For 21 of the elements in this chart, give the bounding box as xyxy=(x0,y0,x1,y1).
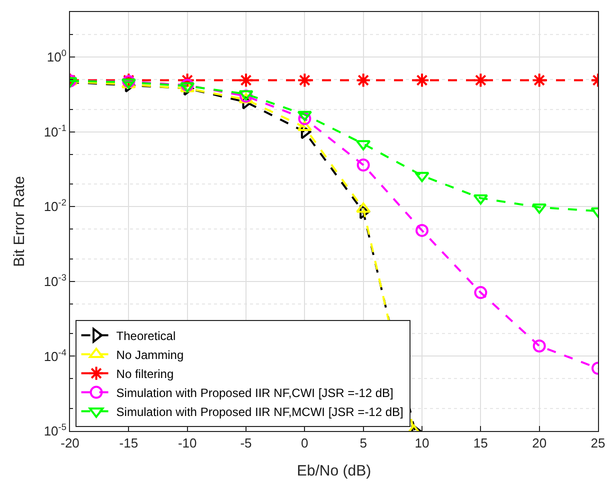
y-tick-label: 10$^{-1}$ xyxy=(44,122,66,140)
x-tick-label: -10 xyxy=(178,436,197,451)
y-axis-title: Bit Error Rate xyxy=(11,176,28,267)
y-tick-label: 10$^{-3}$ xyxy=(44,272,66,289)
legend-label: Simulation with Proposed IIR NF,MCWI [JSR =-12 dB] xyxy=(116,404,404,419)
legend-label: Simulation with Proposed IIR NF,CWI [JSR =-12 dB] xyxy=(116,386,394,400)
x-tick-label: 10 xyxy=(414,436,430,451)
x-tick-label: -5 xyxy=(240,436,252,451)
x-tick-label: 0 xyxy=(301,436,308,451)
y-tick-label: 10$^{0}$ xyxy=(46,48,66,65)
legend-label: No Jamming xyxy=(116,348,184,362)
legend-label: Theoretical xyxy=(116,328,176,343)
x-tick-label: -15 xyxy=(119,436,138,451)
legend-label: No filtering xyxy=(116,366,174,381)
y-tick-label: 10$^{-2}$ xyxy=(44,198,66,214)
x-tick-label: 20 xyxy=(532,436,547,451)
x-tick-label: 15 xyxy=(473,436,488,451)
y-tick-label: 10$^{-4}$ xyxy=(44,347,66,364)
x-axis-title: Eb/No (dB) xyxy=(296,462,372,480)
x-tick-label: 5 xyxy=(360,436,367,451)
x-tick-label: 25 xyxy=(590,436,606,451)
